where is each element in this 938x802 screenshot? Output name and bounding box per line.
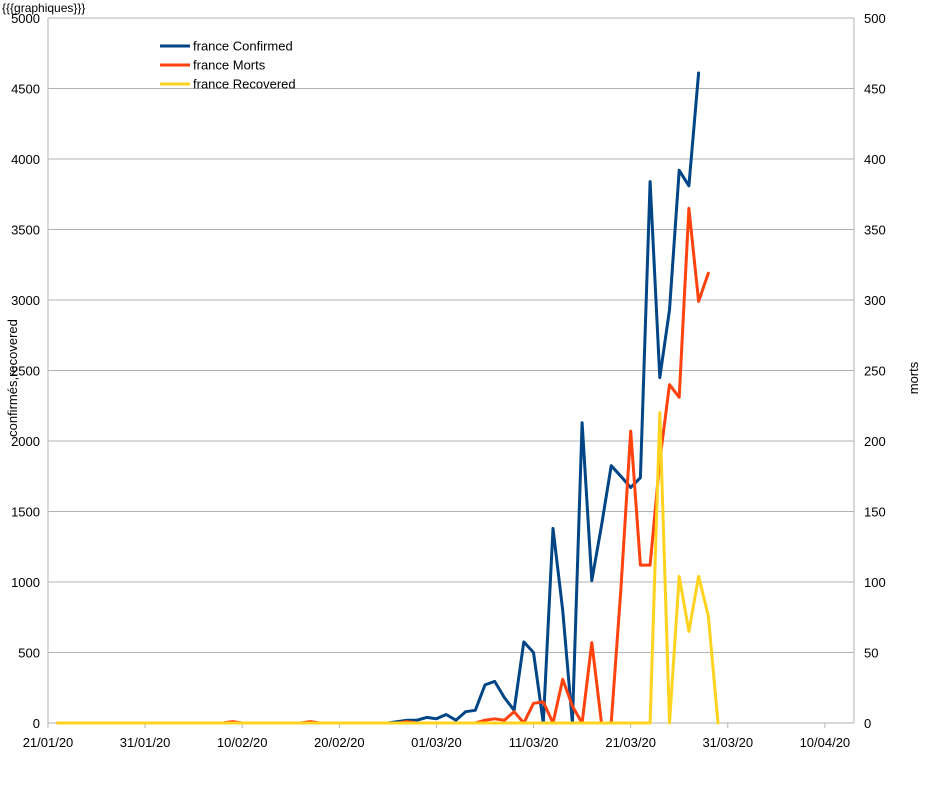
y-right-tick-label: 200 bbox=[864, 434, 886, 449]
y-left-tick-label: 1500 bbox=[11, 505, 40, 520]
y-left-tick-label: 4500 bbox=[11, 82, 40, 97]
y-right-tick-label: 100 bbox=[864, 575, 886, 590]
series-line-france-recovered bbox=[56, 411, 720, 725]
y-left-tick-label: 3500 bbox=[11, 223, 40, 238]
series-lines bbox=[56, 71, 720, 725]
y-right-tick-label: 350 bbox=[864, 223, 886, 238]
x-tick-label: 01/03/20 bbox=[411, 735, 462, 750]
y-left-tick-label: 5000 bbox=[11, 11, 40, 26]
y-left-tick-label: 500 bbox=[18, 646, 40, 661]
y-axis-right-title: morts bbox=[906, 361, 921, 394]
x-tick-label: 10/04/20 bbox=[800, 735, 851, 750]
y-left-tick-label: 4000 bbox=[11, 152, 40, 167]
axes bbox=[47, 18, 855, 728]
y-axis-left-title: confirmés,recovered bbox=[5, 319, 20, 437]
y-left-tick-label: 2000 bbox=[11, 434, 40, 449]
y-left-tick-label: 1000 bbox=[11, 575, 40, 590]
y-left-tick-label: 0 bbox=[33, 716, 40, 731]
x-tick-label: 31/03/20 bbox=[702, 735, 753, 750]
x-tick-label: 20/02/20 bbox=[314, 735, 365, 750]
y-left-tick-label: 2500 bbox=[11, 364, 40, 379]
x-tick-label: 21/01/20 bbox=[23, 735, 74, 750]
tick-labels: 0500100015002000250030003500400045005000… bbox=[11, 11, 886, 750]
legend: france Confirmed france Morts france Recov… bbox=[160, 39, 296, 92]
x-tick-label: 21/03/20 bbox=[605, 735, 656, 750]
y-right-tick-label: 150 bbox=[864, 505, 886, 520]
x-tick-label: 11/03/20 bbox=[509, 735, 559, 750]
y-right-tick-label: 50 bbox=[864, 646, 878, 661]
legend-label: france Confirmed bbox=[193, 39, 293, 54]
page-title: {{{graphiques}}} bbox=[2, 1, 86, 15]
y-right-tick-label: 400 bbox=[864, 152, 886, 167]
y-right-tick-label: 0 bbox=[864, 716, 871, 731]
x-tick-label: 10/02/20 bbox=[217, 735, 268, 750]
x-tick-label: 31/01/20 bbox=[120, 735, 171, 750]
y-right-tick-label: 300 bbox=[864, 293, 886, 308]
y-right-tick-label: 450 bbox=[864, 82, 886, 97]
series-line-france-confirmed bbox=[56, 71, 701, 725]
grid-lines bbox=[48, 17, 854, 724]
y-left-tick-label: 3000 bbox=[11, 293, 40, 308]
legend-label: france Morts bbox=[193, 58, 266, 73]
legend-label: france Recovered bbox=[193, 77, 296, 92]
y-right-tick-label: 500 bbox=[864, 11, 886, 26]
y-right-tick-label: 250 bbox=[864, 364, 886, 379]
